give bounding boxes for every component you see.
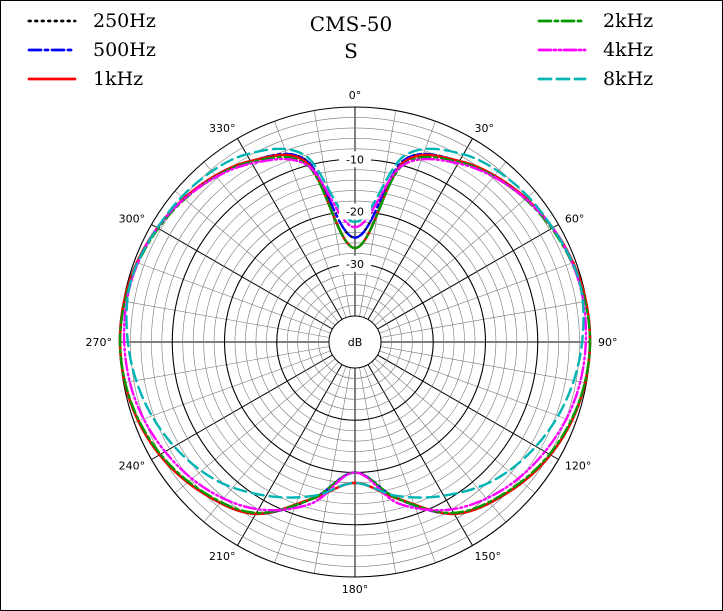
- series-8khz-line: [125, 147, 585, 499]
- minor-ring: [307, 294, 403, 390]
- radial-unit-label: dB: [348, 336, 363, 349]
- angle-tick-label: 240°: [119, 460, 146, 473]
- minor-ring: [318, 305, 392, 379]
- legend-label: 4kHz: [603, 39, 653, 61]
- minor-ring: [265, 253, 444, 431]
- minor-ring: [182, 169, 528, 515]
- minor-ring: [203, 190, 507, 494]
- legend-label: 2kHz: [603, 10, 653, 32]
- legend-label: 8kHz: [603, 68, 653, 90]
- center-hub: [328, 315, 382, 369]
- minor-ring: [255, 242, 455, 442]
- chart-title: CMS-50: [310, 12, 392, 36]
- radial-tick-bg: [339, 203, 371, 220]
- angle-tick-label: 0°: [349, 89, 362, 102]
- minor-ring: [297, 284, 413, 400]
- angle-tick-label: 330°: [209, 122, 236, 135]
- polar-grid: [119, 106, 591, 578]
- series-layer: [118, 147, 592, 516]
- minor-ring: [245, 232, 465, 452]
- legend-label: 1kHz: [93, 68, 143, 90]
- radial-tick-label: -10: [346, 153, 364, 166]
- radial-tick-label: -20: [346, 206, 364, 219]
- tick-layer: -10 -20 -30 dB 0° 30° 60° 90° 120° 150° 180° 210° 24…: [86, 89, 618, 596]
- minor-ring: [192, 179, 518, 505]
- angle-tick-label: 270°: [86, 336, 113, 349]
- angle-tick-label: 300°: [119, 213, 146, 226]
- angle-tick-label: 180°: [342, 583, 369, 596]
- angle-tick-label: 90°: [598, 336, 618, 349]
- radial-tick-bg: [339, 151, 371, 168]
- angle-tick-label: 120°: [565, 460, 592, 473]
- chart-subtitle: S: [344, 39, 358, 63]
- radial-tick-label: -30: [346, 258, 364, 271]
- radial-tick-bg: [339, 255, 371, 272]
- angle-tick-label: 30°: [475, 122, 495, 135]
- angle-tick-label: 150°: [475, 550, 502, 563]
- minor-ring: [286, 273, 424, 411]
- minor-ring: [161, 148, 549, 536]
- legend-label: 500Hz: [93, 39, 156, 61]
- legend: 250Hz 500Hz 1kHz 2kHz 4kHz 8kHz: [27, 10, 653, 90]
- minor-ring: [130, 117, 580, 567]
- legend-label: 250Hz: [93, 10, 156, 32]
- minor-ring: [151, 138, 559, 546]
- angle-tick-label: 210°: [209, 550, 236, 563]
- minor-ring: [140, 127, 570, 557]
- angle-tick-label: 60°: [565, 213, 585, 226]
